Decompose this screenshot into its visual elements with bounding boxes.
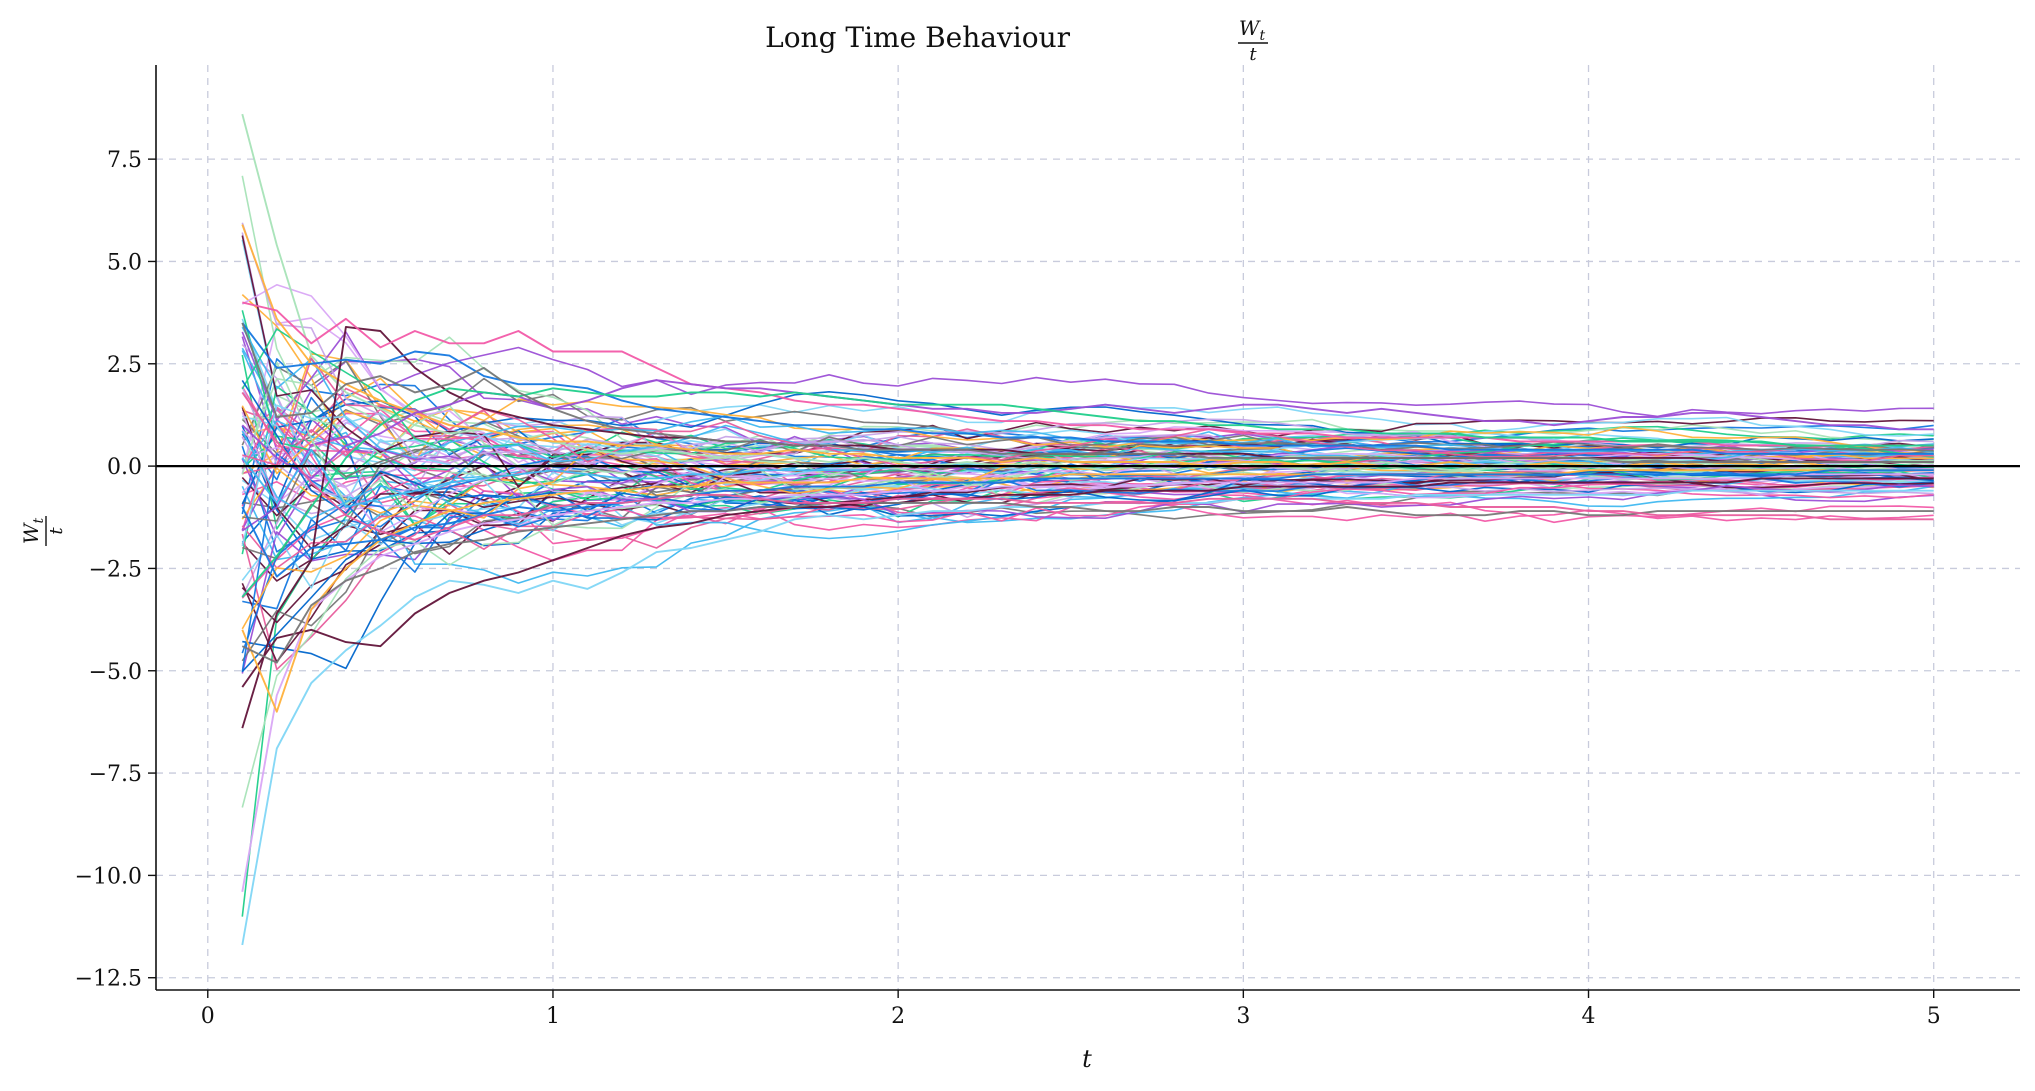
- series-line: [241, 465, 1934, 917]
- x-tick-label: 5: [1927, 1004, 1941, 1029]
- series-line: [241, 444, 1934, 662]
- series-line: [241, 469, 1934, 713]
- y-label-denominator: t: [46, 527, 67, 535]
- y-tick-label: 5.0: [107, 250, 142, 275]
- y-tick-label: −12.5: [75, 967, 142, 992]
- axes-layer: 0 1 2 3 4 5 −12.5 −10.0 −7.5 −5.0 −2.5 0.0 2.5 5.0 7.5: [75, 65, 2020, 1029]
- series-line: [241, 379, 1934, 480]
- series-line: [242, 357, 1934, 467]
- y-tick-label: 2.5: [107, 353, 142, 378]
- series-line: [241, 477, 1934, 688]
- x-tick-label: 0: [201, 1004, 215, 1029]
- x-tick-label: 2: [891, 1004, 905, 1029]
- title-fraction-numerator: Wt: [1239, 16, 1266, 44]
- x-axis-label: t: [1082, 1045, 1092, 1073]
- series-line: [241, 331, 1934, 421]
- series-layer: [241, 113, 1934, 946]
- y-tick-label: −2.5: [89, 557, 142, 582]
- y-axis-label: Wt t: [19, 516, 67, 546]
- series-line: [241, 473, 1934, 892]
- series-line: [241, 470, 1934, 569]
- series-line: [241, 283, 1934, 504]
- series-line: [241, 469, 1934, 578]
- y-tick-label: −5.0: [89, 660, 142, 685]
- series-line: [241, 489, 1934, 946]
- series-line: [241, 408, 1934, 522]
- y-tick-label: 7.5: [107, 148, 142, 173]
- series-line: [241, 391, 1934, 541]
- series-line: [242, 426, 1934, 526]
- chart-title: Long Time Behaviour: [765, 21, 1070, 54]
- y-tick-label: −10.0: [75, 864, 142, 889]
- y-tick-label: −7.5: [89, 762, 142, 787]
- y-tick-label: 0.0: [107, 455, 142, 480]
- series-line: [241, 379, 1934, 514]
- y-label-numerator: Wt: [19, 518, 47, 545]
- x-tick-label: 3: [1236, 1004, 1250, 1029]
- x-tick-label: 1: [546, 1004, 560, 1029]
- series-line: [241, 113, 1934, 472]
- series-line: [241, 322, 1934, 455]
- series-line: [241, 501, 1934, 664]
- x-tick-label: 4: [1582, 1004, 1596, 1029]
- chart-title-group: Long Time Behaviour Wt t: [765, 16, 1268, 65]
- series-line: [241, 322, 1934, 463]
- title-fraction-denominator: t: [1249, 44, 1257, 65]
